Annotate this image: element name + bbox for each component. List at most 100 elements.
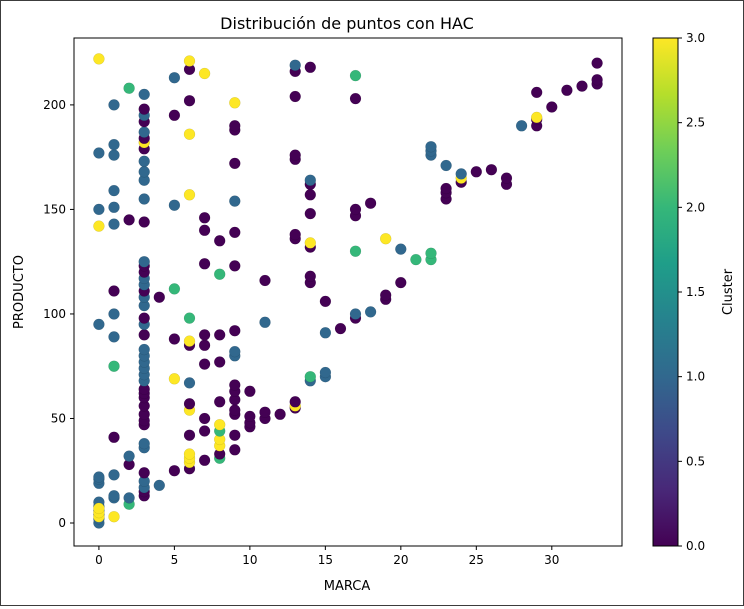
data-point-cluster-0	[108, 285, 120, 297]
colorbar-tick-label: 2.0	[686, 200, 705, 214]
data-point-cluster-1	[108, 490, 120, 502]
data-point-cluster-3	[198, 67, 211, 80]
data-point-cluster-3	[183, 448, 196, 460]
data-point-cluster-1	[229, 195, 241, 207]
data-point-cluster-1	[108, 218, 120, 230]
data-point-cluster-2	[349, 245, 362, 257]
colorbar-tick-label: 0.0	[686, 539, 705, 553]
data-point-cluster-3	[530, 111, 543, 124]
data-point-cluster-0	[470, 166, 483, 178]
y-tick-label: 100	[43, 307, 66, 321]
data-point-cluster-0	[289, 228, 301, 241]
data-point-cluster-0	[576, 80, 588, 92]
data-point-cluster-1	[108, 469, 120, 481]
data-point-cluster-3	[213, 418, 226, 431]
data-point-cluster-0	[229, 260, 241, 272]
data-point-cluster-0	[229, 120, 241, 132]
y-axis-ticks: 0 50 100 150 200	[43, 98, 74, 530]
data-point-cluster-0	[229, 157, 241, 170]
data-point-cluster-1	[138, 88, 150, 101]
data-point-cluster-0	[289, 396, 301, 408]
data-point-cluster-0	[198, 258, 211, 270]
data-point-cluster-0	[168, 464, 181, 477]
data-point-cluster-1	[289, 59, 301, 71]
data-point-cluster-2	[349, 69, 362, 82]
data-point-cluster-0	[213, 329, 226, 341]
data-point-cluster-1	[440, 159, 452, 172]
data-point-cluster-2	[410, 253, 422, 266]
data-point-cluster-0	[440, 182, 452, 195]
data-point-cluster-3	[304, 237, 317, 249]
data-point-cluster-0	[319, 295, 332, 308]
x-tick-label: 30	[544, 553, 559, 567]
data-point-cluster-2	[108, 360, 120, 372]
data-point-cluster-3	[93, 220, 105, 232]
data-point-cluster-0	[198, 454, 211, 467]
data-point-cluster-0	[198, 425, 211, 437]
data-point-cluster-1	[93, 147, 105, 159]
data-point-cluster-0	[349, 203, 362, 216]
data-point-cluster-1	[319, 366, 332, 379]
data-point-cluster-1	[168, 71, 181, 84]
data-point-cluster-0	[123, 214, 135, 226]
y-tick-label: 50	[51, 411, 66, 425]
data-point-cluster-0	[274, 408, 286, 421]
data-point-cluster-3	[183, 335, 196, 347]
y-tick-label: 0	[58, 516, 66, 530]
data-point-cluster-0	[334, 322, 347, 335]
data-point-cluster-0	[546, 101, 558, 113]
data-point-cluster-0	[168, 333, 181, 345]
data-point-cluster-1	[138, 343, 150, 356]
data-point-cluster-1	[515, 120, 528, 132]
colorbar-label: Cluster	[721, 268, 736, 315]
colorbar-tick-label: 2.5	[686, 116, 705, 130]
data-point-cluster-1	[138, 193, 150, 205]
data-point-cluster-2	[213, 268, 226, 280]
data-point-cluster-0	[138, 467, 150, 479]
data-point-cluster-3	[183, 189, 196, 201]
data-point-cluster-1	[138, 437, 150, 450]
data-point-cluster-0	[259, 274, 271, 287]
data-point-cluster-0	[198, 224, 211, 237]
data-point-cluster-0	[229, 226, 241, 239]
data-point-cluster-0	[183, 429, 196, 441]
data-point-cluster-0	[138, 312, 150, 324]
data-point-cluster-0	[229, 379, 241, 391]
data-point-cluster-1	[455, 168, 467, 180]
data-point-cluster-0	[168, 109, 181, 122]
data-point-cluster-1	[108, 99, 120, 111]
data-point-cluster-3	[379, 232, 392, 245]
data-point-cluster-0	[229, 324, 241, 337]
data-point-cluster-0	[259, 406, 271, 418]
chart-title: Distribución de puntos con HAC	[220, 14, 474, 33]
data-point-cluster-1	[138, 255, 150, 268]
data-point-cluster-1	[93, 471, 105, 483]
data-point-cluster-1	[395, 243, 407, 255]
data-point-cluster-2	[425, 247, 437, 260]
data-point-cluster-0	[213, 235, 226, 247]
data-point-cluster-0	[395, 276, 407, 289]
data-point-cluster-0	[304, 61, 317, 74]
data-point-cluster-1	[349, 308, 362, 320]
colorbar-tick-label: 1.5	[686, 285, 705, 299]
data-point-cluster-1	[108, 138, 120, 151]
data-point-cluster-3	[229, 97, 241, 109]
data-point-cluster-3	[93, 502, 105, 515]
data-point-cluster-0	[198, 212, 211, 224]
colorbar-tick-label: 1.0	[686, 370, 705, 384]
plot-area	[73, 37, 623, 547]
data-point-cluster-0	[213, 396, 226, 408]
colorbar-tick-label: 0.5	[686, 454, 705, 468]
data-point-cluster-1	[259, 316, 271, 329]
data-point-cluster-3	[93, 53, 105, 65]
x-tick-label: 5	[171, 553, 179, 567]
x-axis-ticks: 0 5 10 15 20 25 30	[95, 546, 559, 567]
data-point-cluster-1	[183, 377, 196, 389]
data-point-cluster-2	[183, 312, 196, 324]
data-point-cluster-1	[304, 174, 317, 186]
x-tick-label: 25	[469, 553, 484, 567]
data-point-cluster-2	[168, 283, 181, 295]
data-point-cluster-0	[229, 429, 241, 441]
